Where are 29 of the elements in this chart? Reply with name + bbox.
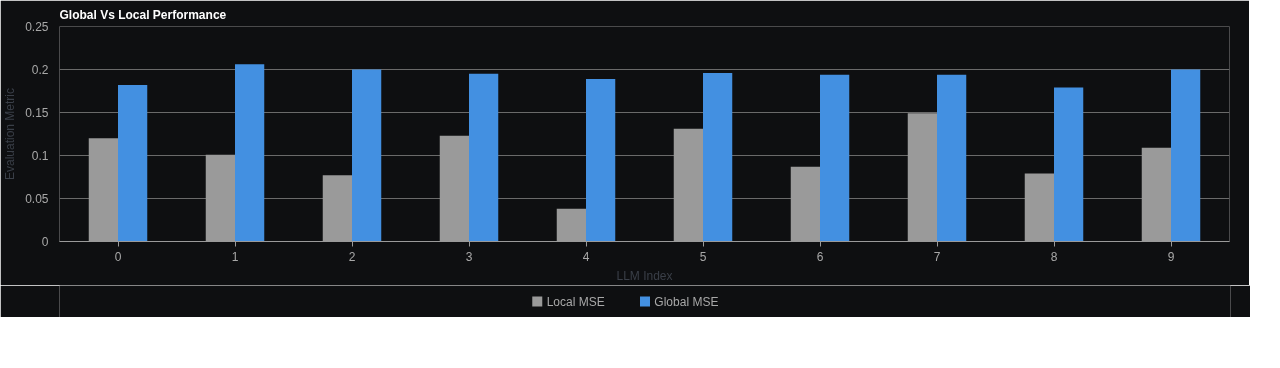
bar (820, 74, 850, 242)
bar (352, 69, 382, 242)
bar (118, 84, 148, 242)
y-tick-label: 0.1 (31, 149, 49, 163)
y-tick-label: 0.05 (25, 192, 49, 206)
y-tick-label: 0.2 (31, 63, 49, 77)
bar (937, 74, 967, 242)
x-tick-label: 0 (114, 249, 122, 264)
bar (469, 73, 499, 242)
x-tick-label: 9 (1167, 249, 1175, 264)
x-tick-label: 2 (348, 249, 356, 264)
legend-label: Local MSE (546, 294, 605, 309)
bar (586, 78, 616, 242)
y-tick-label: 0 (41, 235, 49, 249)
x-tick-label: 5 (699, 249, 707, 264)
x-tick-label: 4 (582, 249, 590, 264)
chart-title: Global Vs Local Performance (59, 7, 227, 22)
y-tick-label: 0.25 (25, 20, 49, 34)
bar (703, 72, 733, 242)
x-tick-label: 1 (231, 249, 239, 264)
bar (1171, 69, 1201, 242)
x-tick-label: 8 (1050, 249, 1058, 264)
x-tick-label: 7 (933, 249, 941, 264)
x-tick-label: 6 (816, 249, 824, 264)
bar (1054, 87, 1084, 242)
legend-label: Global MSE (654, 294, 719, 309)
x-tick-label: 3 (465, 249, 473, 264)
bar (235, 64, 265, 242)
y-tick-label: 0.15 (25, 106, 49, 120)
